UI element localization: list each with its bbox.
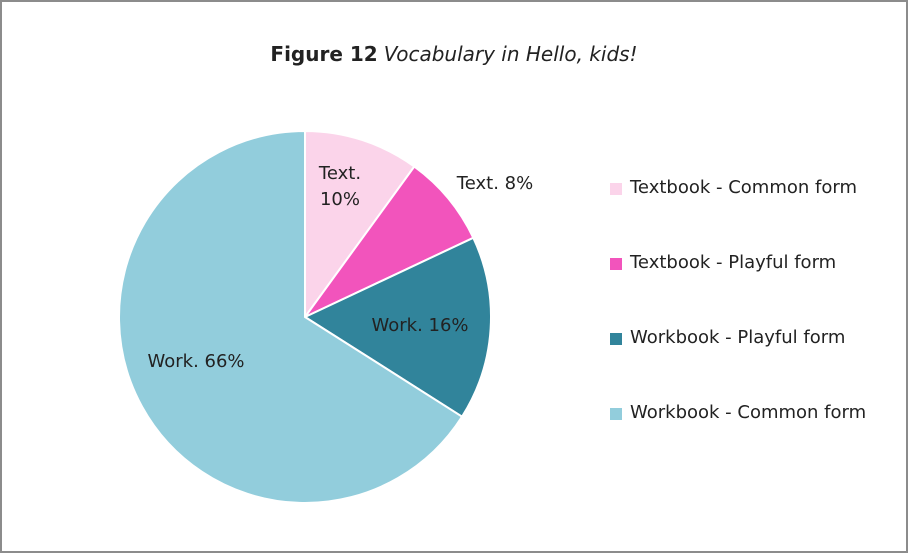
- pie-slice: [304, 165, 475, 318]
- legend-item: Textbook - Common form: [610, 175, 900, 201]
- chart-title: Figure 12 Vocabulary in Hello, kids!: [270, 42, 637, 66]
- legend-swatch: [610, 258, 622, 270]
- legend-swatch: [610, 333, 622, 345]
- legend-label: Textbook - Common form: [630, 177, 857, 198]
- legend-swatch: [610, 183, 622, 195]
- pie-slice: [118, 129, 464, 504]
- title-figure: Figure 12: [270, 42, 377, 66]
- legend-swatch: [610, 408, 622, 420]
- legend-label: Workbook - Playful form: [630, 327, 846, 348]
- legend-item: Workbook - Playful form: [610, 325, 900, 351]
- data-label: Text. 10%: [318, 163, 361, 210]
- legend-label: Textbook - Playful form: [630, 252, 837, 273]
- title-text: Vocabulary in Hello, kids!: [384, 42, 638, 66]
- data-label: Text. 8%: [456, 173, 533, 194]
- pie-slice: [304, 129, 416, 321]
- pie-slice: [302, 236, 492, 419]
- legend-label: Workbook - Common form: [630, 402, 867, 423]
- legend-item: Textbook - Playful form: [610, 250, 900, 276]
- data-label: Work. 16%: [371, 315, 468, 336]
- legend: Textbook - Common form Textbook - Playful…: [610, 175, 900, 475]
- legend-item: Workbook - Common form: [610, 400, 900, 426]
- data-label: Work. 66%: [147, 351, 244, 372]
